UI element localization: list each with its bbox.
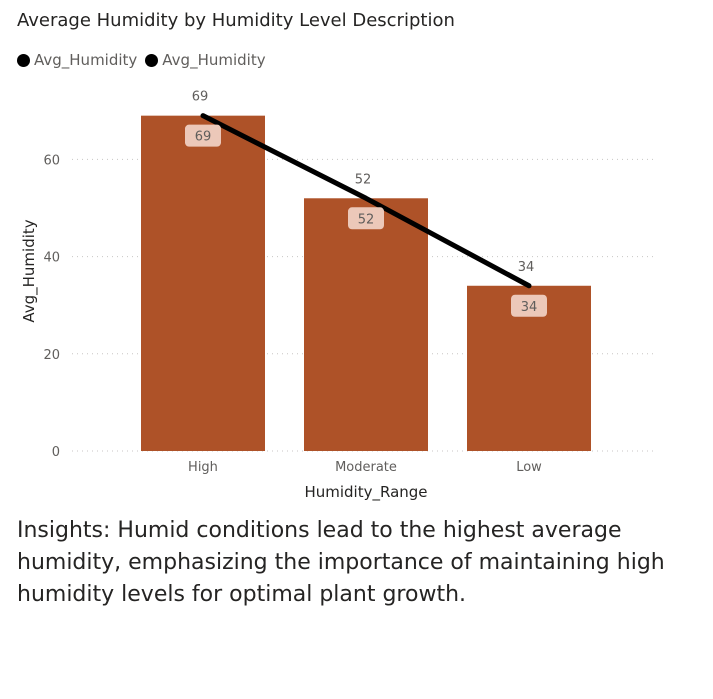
legend-marker-icon (145, 53, 159, 67)
legend-label: Avg_Humidity (34, 51, 138, 69)
x-axis-title: Humidity_Range (304, 483, 427, 502)
y-axis-title: Avg_Humidity (20, 219, 39, 322)
y-tick-label: 40 (43, 251, 60, 266)
legend-label: Avg_Humidity (162, 51, 266, 69)
bar-data-label-box (511, 294, 547, 317)
line-data-label: 69 (192, 90, 209, 105)
x-tick-label: High (188, 460, 218, 475)
chart-title: Average Humidity by Humidity Level Descr… (17, 10, 455, 31)
legend-marker-icon (17, 53, 30, 67)
bar[interactable] (304, 198, 428, 451)
line-point[interactable] (201, 113, 205, 118)
x-tick-label: Moderate (335, 460, 397, 475)
line-point[interactable] (364, 196, 368, 201)
bar[interactable] (141, 115, 265, 451)
y-tick-label: 0 (52, 445, 60, 460)
y-tick-label: 20 (43, 348, 60, 363)
bars (141, 115, 591, 451)
x-tick-label: Low (516, 460, 542, 475)
bar-data-label: 69 (195, 130, 212, 145)
y-tick-label: 60 (43, 153, 60, 168)
line-point[interactable] (527, 283, 531, 288)
y-axis: 0 20 40 60 (43, 153, 60, 460)
bar-data-label: 52 (358, 212, 375, 227)
line-data-label: 34 (518, 260, 535, 275)
legend: Avg_Humidity Avg_Humidity (17, 51, 274, 69)
chart-area: 0 20 40 60 High Moderate Low 69 52 34 69 52 34 Hum… (20, 90, 657, 502)
legend-item[interactable]: Avg_Humidity (17, 51, 137, 69)
line-series (200, 113, 532, 289)
data-labels: 69 52 34 69 52 34 (185, 90, 547, 317)
bar-data-label-box (348, 207, 384, 230)
legend-item[interactable]: Avg_Humidity (145, 51, 266, 69)
bar-data-label-box (185, 124, 221, 147)
insights-text: Insights: Humid conditions lead to the h… (17, 518, 665, 607)
bar-data-label: 34 (521, 300, 538, 315)
x-axis: High Moderate Low (188, 460, 542, 475)
line-data-label: 52 (355, 172, 372, 187)
